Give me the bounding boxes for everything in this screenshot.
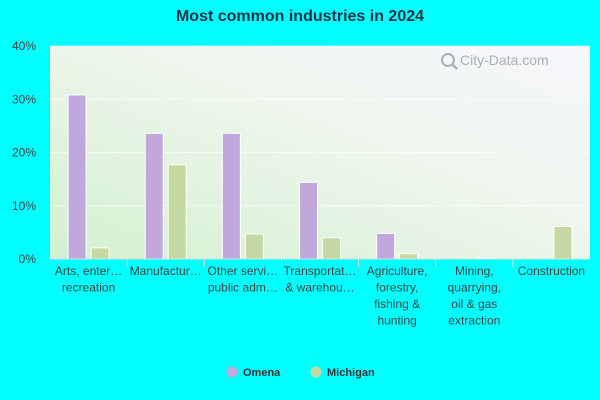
x-tick-label: Transportat… & warehou… xyxy=(284,264,357,295)
x-tick-label: Agriculture, forestry, fishing & hunting xyxy=(367,264,428,328)
y-tick-label: 40% xyxy=(12,39,36,53)
watermark-text: City-Data.com xyxy=(460,52,549,68)
legend-label: Omena xyxy=(243,367,281,379)
bar-omena-0 xyxy=(67,94,87,260)
y-tick-label: 0% xyxy=(19,252,37,266)
legend-label: Michigan xyxy=(327,367,375,379)
legend-item-omena: Omena xyxy=(226,366,281,379)
bar-michigan-3 xyxy=(322,237,341,260)
bar-omena-3 xyxy=(299,181,318,260)
x-tick-label: Mining, quarrying, oil & gas extraction xyxy=(448,264,501,328)
bar-michigan-0 xyxy=(90,247,110,260)
bar-michigan-6 xyxy=(553,226,573,260)
watermark: City-Data.com xyxy=(441,52,549,70)
legend-item-michigan: Michigan xyxy=(310,366,375,379)
x-tick-label: Construction xyxy=(518,264,585,278)
bar-michigan-1 xyxy=(167,164,187,260)
bar-omena-2 xyxy=(221,132,241,260)
bar-michigan-4 xyxy=(399,253,419,260)
legend-swatch xyxy=(310,366,322,378)
y-tick-label: 20% xyxy=(12,146,36,160)
legend-swatch xyxy=(226,366,238,378)
y-tick-label: 10% xyxy=(12,199,36,213)
chart-title: Most common industries in 2024 xyxy=(175,8,425,25)
x-tick-label: Arts, enter… recreation xyxy=(55,264,122,295)
bar-michigan-2 xyxy=(244,233,264,260)
bar-omena-1 xyxy=(144,132,164,260)
x-tick-label: Other servi… public adm… xyxy=(208,264,279,295)
bar-omena-4 xyxy=(376,232,396,260)
y-tick-label: 30% xyxy=(12,92,36,106)
x-tick-label: Manufactur… xyxy=(130,264,202,278)
magnifier-icon xyxy=(441,53,458,70)
